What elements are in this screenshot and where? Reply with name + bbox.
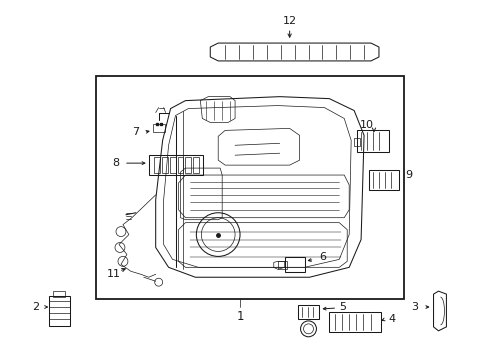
Bar: [162, 157, 167, 173]
Bar: [96, 76, 403, 299]
Text: 4: 4: [388, 314, 395, 324]
Bar: [328, 312, 380, 332]
Text: 1: 1: [236, 310, 244, 323]
Bar: [169, 157, 175, 173]
Bar: [353, 138, 359, 146]
Text: 7: 7: [131, 127, 139, 138]
Text: 12: 12: [282, 16, 296, 26]
Text: 6: 6: [319, 252, 326, 262]
Bar: [297, 305, 319, 319]
Text: 3: 3: [411, 302, 418, 312]
Bar: [185, 157, 191, 173]
Text: 11: 11: [107, 269, 121, 279]
Bar: [177, 157, 183, 173]
Bar: [284, 257, 304, 272]
Bar: [368, 170, 398, 190]
Bar: [193, 157, 199, 173]
Bar: [48, 296, 70, 326]
Bar: [153, 157, 160, 173]
Text: 10: 10: [359, 121, 373, 130]
Bar: [148, 155, 203, 175]
Text: 8: 8: [112, 158, 119, 168]
Text: 5: 5: [339, 302, 346, 312]
Bar: [356, 130, 388, 152]
Bar: [53, 291, 65, 297]
Bar: [277, 261, 286, 269]
Text: 9: 9: [405, 170, 412, 180]
Text: 2: 2: [32, 302, 40, 312]
Bar: [152, 125, 164, 132]
